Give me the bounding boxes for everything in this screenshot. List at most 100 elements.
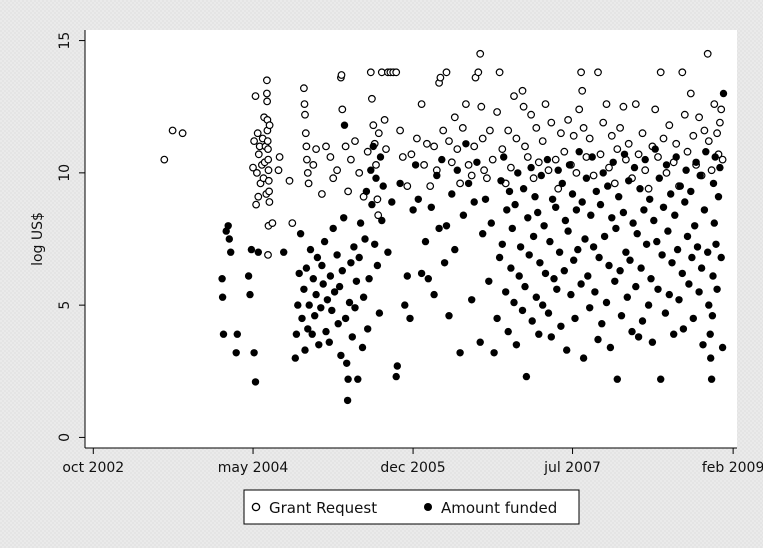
amount-funded-point xyxy=(525,251,533,259)
amount-funded-point xyxy=(613,375,621,383)
amount-funded-point xyxy=(608,214,616,222)
grant-request-point xyxy=(659,134,668,143)
amount-funded-point xyxy=(361,235,369,243)
amount-funded-point xyxy=(591,288,599,296)
amount-funded-point xyxy=(384,248,392,256)
grant-request-point xyxy=(480,166,489,175)
amount-funded-point xyxy=(479,230,487,238)
grant-request-point xyxy=(329,174,338,183)
grant-request-point xyxy=(529,174,538,183)
grant-request-point xyxy=(398,153,407,161)
grant-request-point xyxy=(541,100,550,108)
grant-request-point xyxy=(250,137,259,146)
amount-funded-point xyxy=(481,195,490,203)
amount-funded-point xyxy=(427,203,435,211)
amount-funded-point xyxy=(630,163,639,172)
amount-funded-point xyxy=(512,341,521,349)
y-axis-title: log US$ xyxy=(30,212,46,266)
amount-funded-point xyxy=(575,148,583,156)
amount-funded-point xyxy=(707,375,716,383)
amount-funded-point xyxy=(337,351,345,360)
grant-request-point xyxy=(557,129,565,138)
amount-funded-point xyxy=(340,121,349,129)
grant-request-point xyxy=(254,192,263,201)
amount-funded-point xyxy=(462,140,470,148)
amount-funded-point xyxy=(313,253,322,262)
amount-funded-point xyxy=(638,317,647,325)
grant-request-point xyxy=(351,137,359,146)
amount-funded-point xyxy=(375,309,384,317)
amount-funded-point xyxy=(646,195,654,203)
amount-funded-point xyxy=(319,280,327,288)
amount-funded-point xyxy=(514,169,522,177)
grant-request-point xyxy=(575,105,584,114)
grant-request-point xyxy=(713,129,721,138)
amount-funded-point xyxy=(508,224,516,233)
grant-request-point xyxy=(585,134,594,143)
amount-funded-point xyxy=(532,293,540,301)
x-tick-label: oct 2002 xyxy=(62,460,124,476)
amount-funded-point xyxy=(424,275,432,283)
amount-funded-point xyxy=(309,275,317,283)
amount-funded-point xyxy=(599,169,607,177)
amount-funded-point xyxy=(414,195,422,203)
grant-request-point xyxy=(301,110,309,119)
amount-funded-point xyxy=(651,145,659,153)
amount-funded-point xyxy=(670,330,678,338)
amount-funded-point xyxy=(308,330,316,338)
amount-funded-point xyxy=(300,285,308,293)
amount-funded-point xyxy=(710,219,718,227)
grant-request-point xyxy=(564,115,572,124)
grant-request-point xyxy=(417,100,426,108)
grant-request-point xyxy=(613,145,622,154)
grant-request-point xyxy=(312,145,321,154)
amount-funded-point xyxy=(373,261,382,270)
grant-request-point xyxy=(607,131,616,140)
amount-funded-point xyxy=(531,193,539,201)
grant-request-point xyxy=(651,105,660,114)
amount-funded-point xyxy=(671,211,679,219)
grant-request-point xyxy=(322,142,330,151)
amount-funded-point xyxy=(655,174,663,182)
amount-funded-point xyxy=(712,240,720,248)
grant-request-point xyxy=(301,129,310,138)
amount-funded-point xyxy=(351,304,359,312)
grant-request-point xyxy=(392,68,401,77)
amount-funded-point xyxy=(596,200,605,209)
amount-funded-point xyxy=(659,203,668,211)
amount-funded-point xyxy=(709,272,717,280)
amount-funded-point xyxy=(323,296,332,304)
grant-request-point xyxy=(453,145,462,154)
grant-request-point xyxy=(680,110,689,119)
amount-funded-point xyxy=(388,198,396,206)
amount-funded-point xyxy=(665,290,673,299)
grant-request-point xyxy=(634,150,643,159)
amount-funded-point xyxy=(648,338,657,346)
grant-request-point xyxy=(594,68,602,77)
amount-funded-point xyxy=(647,275,655,283)
amount-funded-point xyxy=(574,245,582,254)
amount-funded-point xyxy=(679,325,688,333)
grant-request-point xyxy=(302,142,311,151)
amount-funded-point xyxy=(702,148,710,156)
grant-request-point xyxy=(704,137,713,146)
amount-funded-point xyxy=(280,248,288,256)
amount-funded-point xyxy=(699,341,707,349)
amount-funded-point xyxy=(632,282,640,291)
amount-funded-point xyxy=(588,153,596,161)
grant-request-point xyxy=(168,126,177,135)
amount-funded-point xyxy=(354,375,362,383)
grant-request-point xyxy=(544,166,553,175)
amount-funded-point xyxy=(224,222,232,230)
amount-funded-point xyxy=(355,253,363,262)
grant-request-point xyxy=(686,89,695,98)
grant-request-point xyxy=(470,142,479,151)
grant-request-point xyxy=(403,182,412,191)
amount-funded-point xyxy=(567,290,575,299)
amount-funded-point xyxy=(534,208,542,217)
amount-funded-point xyxy=(312,290,320,299)
amount-funded-point xyxy=(233,330,241,338)
amount-funded-point xyxy=(495,253,504,262)
amount-funded-point xyxy=(298,314,306,323)
